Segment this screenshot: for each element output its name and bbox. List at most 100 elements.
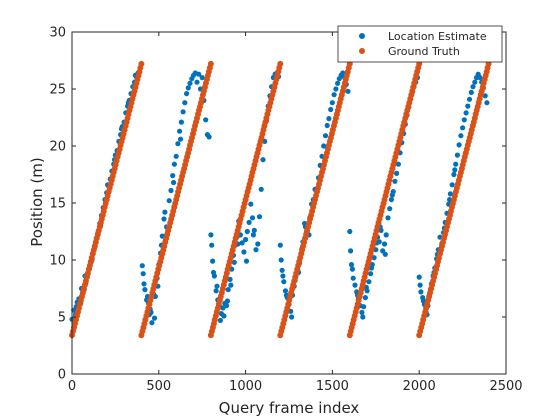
y-tick-label: 5 (58, 311, 66, 326)
location-estimate-point (447, 197, 453, 203)
ground-truth-point (277, 60, 284, 67)
location-estimate-point (199, 75, 205, 81)
location-estimate-point (221, 313, 227, 319)
legend-marker (359, 33, 365, 39)
location-estimate-point (210, 269, 217, 276)
location-estimate-point (214, 283, 220, 289)
location-estimate-point (194, 79, 200, 85)
location-estimate-point (140, 271, 146, 277)
y-tick-label: 15 (49, 197, 66, 212)
location-estimate-point (453, 161, 459, 167)
location-estimate-point (224, 298, 230, 304)
ground-truth-point (138, 60, 145, 67)
location-estimate-point (463, 110, 469, 116)
location-estimate-point (333, 86, 339, 92)
location-estimate-point (368, 271, 374, 277)
location-estimate-point (470, 84, 476, 90)
x-tick-label: 2000 (403, 379, 436, 394)
location-estimate-point (196, 71, 202, 77)
location-estimate-point (278, 257, 284, 263)
location-estimate-point (282, 288, 289, 294)
location-estimate-point (244, 228, 250, 235)
location-estimate-point (246, 219, 252, 225)
location-estimate-point (166, 198, 172, 204)
location-estimate-point (452, 167, 458, 173)
x-tick-label: 1000 (229, 379, 262, 394)
y-tick-label: 0 (58, 368, 66, 383)
location-estimate-point (139, 263, 145, 269)
location-estimate-point (180, 109, 186, 115)
location-estimate-point (178, 119, 184, 125)
location-estimate-point (173, 153, 179, 159)
location-estimate-point (352, 282, 358, 288)
location-estimate-point (322, 133, 329, 139)
location-estimate-point (177, 128, 183, 134)
location-estimate-point (241, 249, 247, 255)
location-estimate-point (151, 315, 158, 321)
ground-truth-point (346, 60, 353, 67)
location-estimate-point (210, 258, 216, 264)
location-estimate-point (168, 187, 174, 194)
location-estimate-point (255, 241, 261, 247)
location-estimate-point (362, 295, 368, 301)
location-estimate-point (253, 247, 259, 253)
location-estimate-point (231, 259, 237, 265)
ground-truth-point (416, 60, 423, 67)
location-estimate-point (250, 232, 256, 238)
location-estimate-point (385, 215, 391, 221)
location-estimate-point (418, 289, 424, 295)
location-estimate-point (171, 161, 177, 167)
location-estimate-point (142, 287, 148, 293)
location-estimate-point (184, 91, 190, 97)
location-estimate-point (388, 197, 394, 203)
location-estimate-point (289, 314, 295, 320)
location-estimate-point (465, 103, 471, 109)
location-estimate-point (280, 273, 286, 279)
legend: Location Estimate Ground Truth (337, 25, 503, 63)
ground-truth-point (485, 60, 492, 67)
location-estimate-point (345, 88, 351, 94)
location-estimate-point (387, 206, 393, 212)
location-estimate-point (161, 216, 167, 222)
location-estimate-point (209, 242, 215, 248)
location-estimate-point (383, 232, 389, 238)
location-estimate-point (225, 287, 231, 293)
plot-area (69, 60, 492, 339)
location-estimate-point (417, 282, 423, 288)
location-estimate-point (262, 138, 268, 144)
location-estimate-point (227, 276, 233, 282)
location-estimate-point (170, 173, 176, 179)
location-estimate-point (206, 134, 212, 140)
location-estimate-point (389, 192, 395, 198)
location-estimate-point (228, 282, 234, 288)
y-tick-label: 25 (49, 83, 66, 98)
location-estimate-point (239, 240, 245, 246)
x-tick-label: 0 (68, 379, 76, 394)
location-estimate-point (175, 141, 181, 147)
location-estimate-point (451, 171, 457, 178)
y-tick-label: 20 (49, 140, 66, 155)
location-estimate-point (449, 182, 455, 188)
location-estimate-point (329, 100, 335, 106)
location-estimate-point (249, 215, 256, 221)
legend-box (337, 25, 503, 63)
location-estimate-point (141, 281, 147, 287)
location-estimate-point (331, 92, 337, 98)
location-estimate-point (177, 136, 184, 142)
y-tick-label: 10 (49, 254, 66, 269)
location-estimate-point (217, 317, 223, 323)
location-estimate-point (484, 100, 490, 106)
location-estimate-point (460, 125, 466, 131)
location-estimate-point (447, 191, 453, 197)
x-tick-label: 1500 (316, 379, 349, 394)
location-estimate-point (394, 170, 400, 176)
x-axis-label: Query frame index (219, 399, 360, 417)
x-tick-label: 2500 (489, 379, 522, 394)
location-estimate-point (477, 75, 483, 81)
location-estimate-point (182, 100, 188, 106)
location-estimate-point (279, 267, 285, 273)
y-axis-label: Position (m) (28, 157, 46, 247)
location-estimate-point (326, 116, 332, 122)
location-estimate-point (208, 232, 214, 238)
legend-label: Location Estimate (388, 30, 487, 43)
